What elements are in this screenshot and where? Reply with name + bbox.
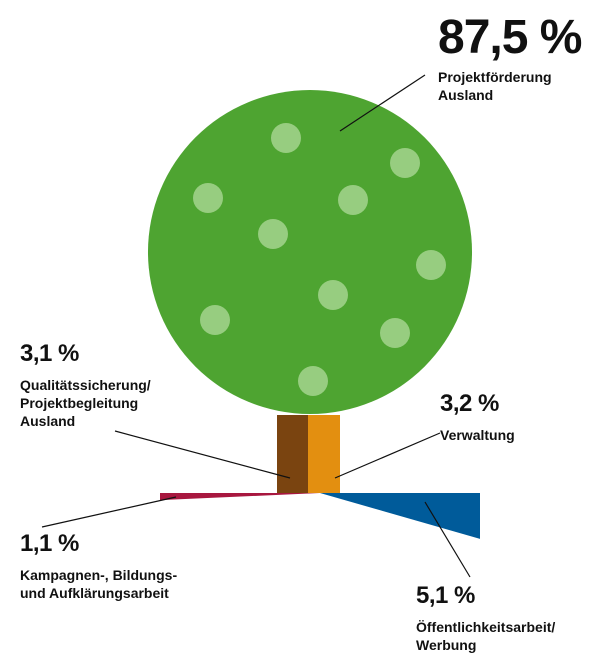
root-right <box>320 493 480 539</box>
value-label: 87,5 % <box>438 11 582 64</box>
value-label: 3,1 % <box>20 340 79 367</box>
category-label: Kampagnen-, Bildungs- und Aufklärungsarb… <box>20 567 178 601</box>
category-label: Öffentlichkeitsarbeit/ Werbung <box>416 619 556 653</box>
category-label: Qualitätssicherung/ Projektbegleitung Au… <box>20 377 151 429</box>
value-label: 5,1 % <box>416 582 475 609</box>
category-label: Verwaltung <box>440 427 515 443</box>
value-label: 1,1 % <box>20 530 79 557</box>
trunk-left <box>277 415 308 493</box>
value-label: 3,2 % <box>440 390 499 417</box>
category-label: Projektförderung Ausland <box>438 69 552 103</box>
trunk-right <box>308 415 340 493</box>
leader-lines <box>41 74 471 578</box>
crown <box>147 89 473 415</box>
crown-dots <box>193 123 446 396</box>
root-left <box>160 493 320 501</box>
